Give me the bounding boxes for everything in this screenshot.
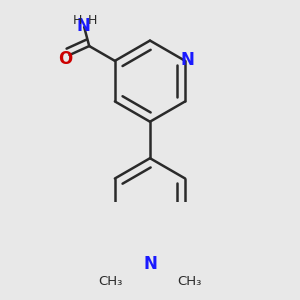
Text: CH₃: CH₃ (178, 275, 202, 288)
Text: O: O (58, 50, 72, 68)
Text: N: N (77, 17, 91, 35)
Text: H: H (73, 14, 82, 28)
Text: CH₃: CH₃ (98, 275, 122, 288)
Text: H: H (88, 14, 97, 28)
Text: N: N (143, 255, 157, 273)
Text: N: N (181, 51, 195, 69)
